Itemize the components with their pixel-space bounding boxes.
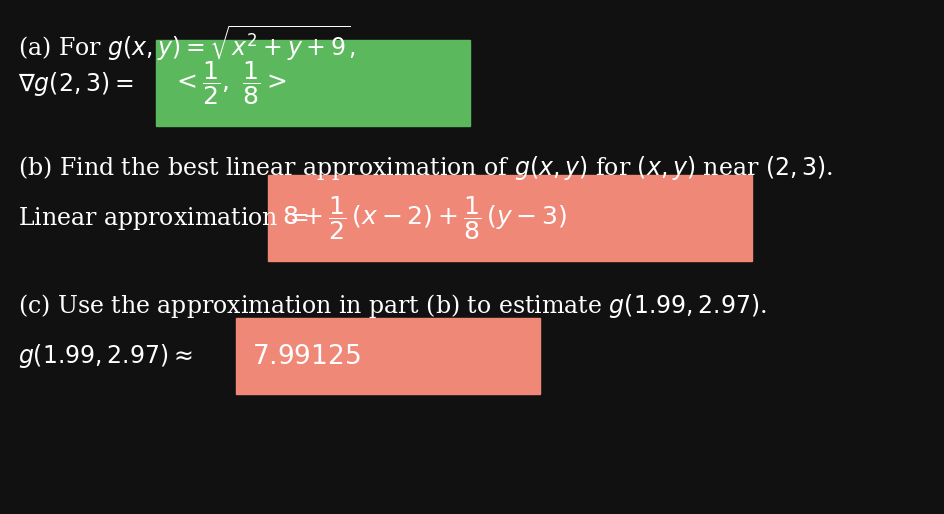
Text: $\nabla g(2, 3) =$: $\nabla g(2, 3) =$ (18, 70, 133, 98)
Text: (c) Use the approximation in part (b) to estimate $g(1.99, 2.97)$.: (c) Use the approximation in part (b) to… (18, 292, 767, 320)
Text: $< \dfrac{1}{2},\ \dfrac{1}{8} >$: $< \dfrac{1}{2},\ \dfrac{1}{8} >$ (172, 59, 287, 107)
Text: $g(1.99, 2.97) \approx$: $g(1.99, 2.97) \approx$ (18, 342, 193, 370)
Text: (b) Find the best linear approximation of $g(x, y)$ for $(x, y)$ near $(2, 3)$.: (b) Find the best linear approximation o… (18, 154, 833, 182)
Text: Linear approximation $=$: Linear approximation $=$ (18, 206, 309, 232)
Text: (a) For $g(x, y) = \sqrt{x^2 + y + 9},$: (a) For $g(x, y) = \sqrt{x^2 + y + 9},$ (18, 24, 355, 64)
Text: $7.99125$: $7.99125$ (252, 343, 361, 369)
Text: $8 + \dfrac{1}{2}\,(x - 2) + \dfrac{1}{8}\,(y - 3)$: $8 + \dfrac{1}{2}\,(x - 2) + \dfrac{1}{8… (282, 194, 567, 242)
FancyBboxPatch shape (156, 40, 470, 126)
FancyBboxPatch shape (236, 318, 540, 394)
FancyBboxPatch shape (268, 175, 752, 261)
